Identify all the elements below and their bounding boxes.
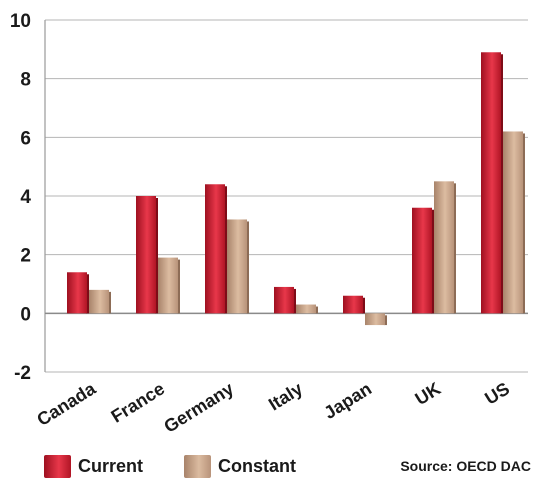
bar-depth-constant bbox=[177, 259, 180, 314]
legend-item-current: Current bbox=[44, 455, 143, 478]
bar-current-italy bbox=[274, 286, 294, 314]
bar-current-canada bbox=[67, 272, 87, 314]
y-tick-label: 8 bbox=[20, 70, 31, 91]
x-tick-label: US bbox=[481, 378, 513, 408]
bar-depth-current bbox=[431, 209, 434, 314]
bar-current-germany bbox=[205, 184, 225, 314]
y-tick-label: 4 bbox=[20, 187, 31, 208]
x-tick-label: Italy bbox=[265, 378, 306, 414]
bar-constant-us bbox=[503, 131, 523, 314]
x-tick-label: France bbox=[107, 378, 168, 426]
legend-item-constant: Constant bbox=[184, 455, 296, 478]
y-tick-labels: 10 8 6 4 2 0 -2 bbox=[10, 11, 32, 384]
y-tick-label: 2 bbox=[20, 246, 31, 267]
bar-constant-germany bbox=[227, 219, 247, 314]
bar-depth-current bbox=[293, 288, 296, 314]
bar-constant-canada bbox=[89, 289, 109, 314]
bar-depth-constant bbox=[453, 183, 456, 314]
bars bbox=[67, 52, 525, 326]
x-tick-label: Japan bbox=[320, 378, 375, 423]
bar-depth-current bbox=[224, 186, 227, 314]
bar-current-japan bbox=[343, 295, 363, 314]
y-tick-label: -2 bbox=[14, 363, 31, 384]
y-tick-label: 6 bbox=[20, 128, 31, 149]
bar-depth-current bbox=[86, 274, 89, 314]
bar-depth-current bbox=[362, 297, 365, 314]
bar-depth-current bbox=[155, 198, 158, 314]
bar-current-france bbox=[136, 196, 156, 314]
legend: Current Constant bbox=[0, 451, 535, 479]
bar-current-uk bbox=[412, 207, 432, 314]
x-tick-label: Canada bbox=[33, 378, 100, 430]
bar-depth-constant bbox=[246, 221, 249, 314]
source-note: Source: OECD DAC bbox=[400, 458, 531, 474]
axes bbox=[44, 20, 528, 372]
bar-constant-uk bbox=[434, 181, 454, 314]
legend-label-current: Current bbox=[78, 456, 144, 476]
bar-constant-france bbox=[158, 257, 178, 314]
y-tick-label: 0 bbox=[20, 304, 31, 325]
bar-depth-constant bbox=[108, 291, 111, 314]
bar-constant-italy bbox=[296, 304, 316, 314]
bar-depth-current bbox=[500, 54, 503, 314]
legend-label-constant: Constant bbox=[218, 456, 296, 476]
bar-current-us bbox=[481, 52, 501, 314]
x-tick-label: UK bbox=[411, 378, 444, 409]
bar-constant-japan bbox=[365, 313, 385, 326]
x-tick-label: Germany bbox=[160, 378, 237, 436]
legend-swatch-constant bbox=[184, 455, 211, 478]
bar-depth-constant bbox=[522, 133, 525, 314]
legend-swatch-current bbox=[44, 455, 71, 478]
y-tick-label: 10 bbox=[10, 11, 31, 32]
bar-depth-constant bbox=[315, 306, 318, 314]
bar-depth-constant bbox=[384, 315, 387, 326]
